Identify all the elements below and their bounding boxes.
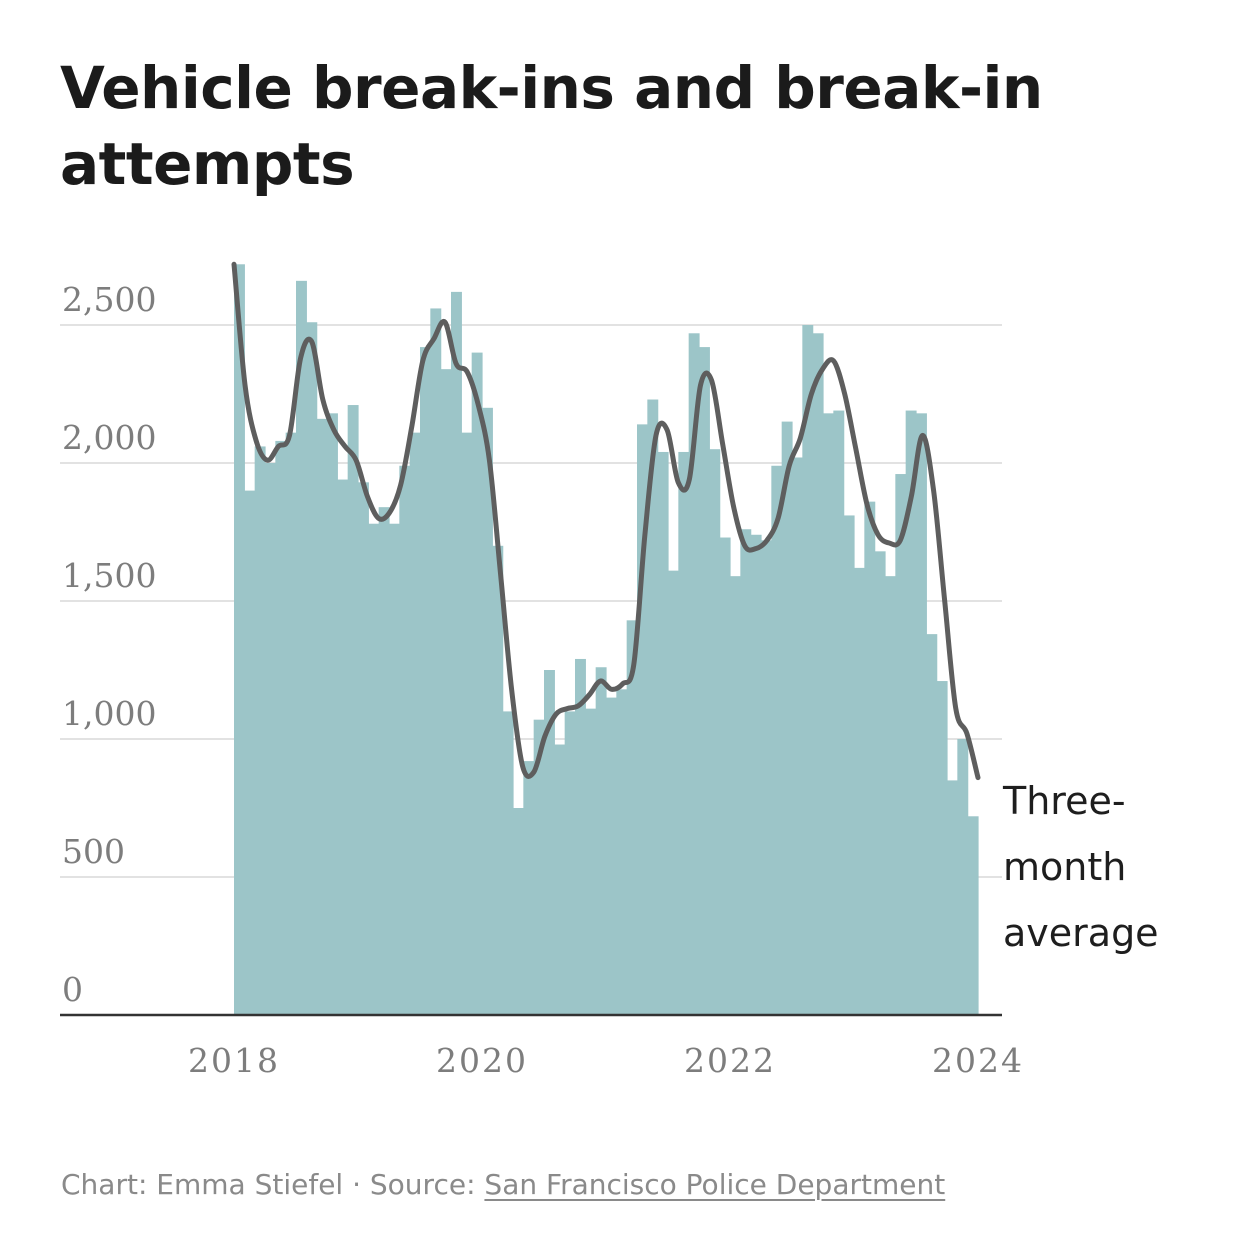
bar — [347, 405, 359, 1015]
source-link[interactable]: San Francisco Police Department — [484, 1168, 946, 1201]
bar — [647, 399, 659, 1015]
annotation-line: month — [1003, 845, 1126, 889]
bar — [523, 761, 535, 1015]
bar — [730, 576, 741, 1015]
bar — [967, 816, 979, 1015]
bar-series — [234, 264, 979, 1016]
bar — [244, 490, 256, 1016]
bar — [864, 501, 876, 1015]
y-axis-ticks: 0 500 1,000 1,500 2,000 2,500 — [62, 280, 156, 1009]
bar — [285, 432, 297, 1015]
bar — [719, 537, 731, 1015]
bar — [368, 523, 380, 1015]
bar — [905, 410, 917, 1015]
bar — [885, 576, 896, 1015]
bar — [771, 465, 783, 1015]
x-tick-label: 2024 — [932, 1041, 1024, 1080]
bar — [709, 449, 721, 1015]
bar — [451, 291, 462, 1015]
bar — [874, 551, 886, 1015]
bar — [678, 451, 690, 1016]
bar — [802, 325, 814, 1015]
bar — [637, 424, 648, 1015]
bar — [275, 440, 287, 1015]
bar — [554, 744, 566, 1015]
bar — [626, 620, 638, 1015]
bar — [296, 280, 307, 1016]
y-tick-label: 0 — [62, 970, 83, 1009]
bar — [409, 432, 421, 1015]
bar — [947, 780, 958, 1015]
chart-credit: Chart: Emma Stiefel — [61, 1168, 344, 1201]
bar — [492, 545, 504, 1015]
bar — [699, 347, 710, 1016]
bar — [916, 413, 927, 1015]
bar — [688, 333, 700, 1015]
bar — [657, 451, 669, 1016]
bar — [792, 457, 803, 1016]
y-tick-label: 1,000 — [62, 694, 156, 733]
bar — [812, 333, 824, 1015]
y-tick-label: 2,000 — [62, 418, 156, 457]
bar — [895, 474, 907, 1015]
bar — [420, 347, 431, 1016]
bar — [595, 667, 607, 1015]
three-month-average-line — [231, 261, 981, 781]
bar — [740, 529, 752, 1015]
annotation-line: average — [1003, 911, 1159, 955]
chart-footer: Chart: Emma Stiefel · Source: San Franci… — [61, 1168, 945, 1201]
y-tick-label: 1,500 — [62, 556, 156, 595]
x-tick-label: 2022 — [684, 1041, 776, 1080]
bar — [544, 670, 555, 1015]
bar — [823, 413, 834, 1015]
bar — [761, 540, 772, 1015]
bar — [399, 465, 411, 1015]
bar — [461, 432, 473, 1015]
bar — [430, 308, 442, 1015]
bar — [482, 407, 493, 1015]
bar — [254, 446, 266, 1015]
bar — [306, 322, 318, 1015]
bar — [440, 369, 452, 1015]
bar — [327, 413, 338, 1015]
x-tick-label: 2020 — [436, 1041, 528, 1080]
bar — [957, 739, 969, 1015]
bar — [843, 515, 855, 1015]
bar — [471, 352, 483, 1016]
line-annotation: Three-month average — [1002, 779, 1159, 955]
x-axis-ticks: 2018 2020 2022 2024 — [188, 1041, 1024, 1080]
bar — [337, 479, 349, 1015]
bar — [358, 482, 369, 1015]
bar — [936, 681, 948, 1015]
bar — [668, 570, 679, 1015]
footer-separator: · — [343, 1168, 370, 1201]
bar — [585, 708, 597, 1015]
bar — [750, 534, 762, 1015]
bar — [513, 808, 524, 1015]
bar — [265, 463, 276, 1015]
bar — [926, 634, 938, 1015]
bar — [564, 711, 576, 1015]
bar — [502, 711, 514, 1015]
bar — [389, 523, 400, 1015]
annotation-line: Three- — [1002, 779, 1126, 823]
x-tick-label: 2018 — [188, 1041, 280, 1080]
bar — [316, 418, 328, 1016]
source-prefix: Source: — [369, 1168, 485, 1201]
chart-title: Vehicle break-ins and break-in attempts — [60, 54, 1043, 198]
bar — [533, 719, 545, 1015]
bar — [854, 567, 865, 1015]
y-tick-label: 500 — [62, 832, 125, 871]
bar — [781, 421, 793, 1016]
bar — [575, 658, 586, 1015]
bar — [833, 410, 845, 1015]
y-tick-label: 2,500 — [62, 280, 156, 319]
bar — [234, 264, 245, 1015]
bar — [606, 697, 617, 1015]
bar — [378, 507, 390, 1015]
bar — [616, 689, 628, 1015]
